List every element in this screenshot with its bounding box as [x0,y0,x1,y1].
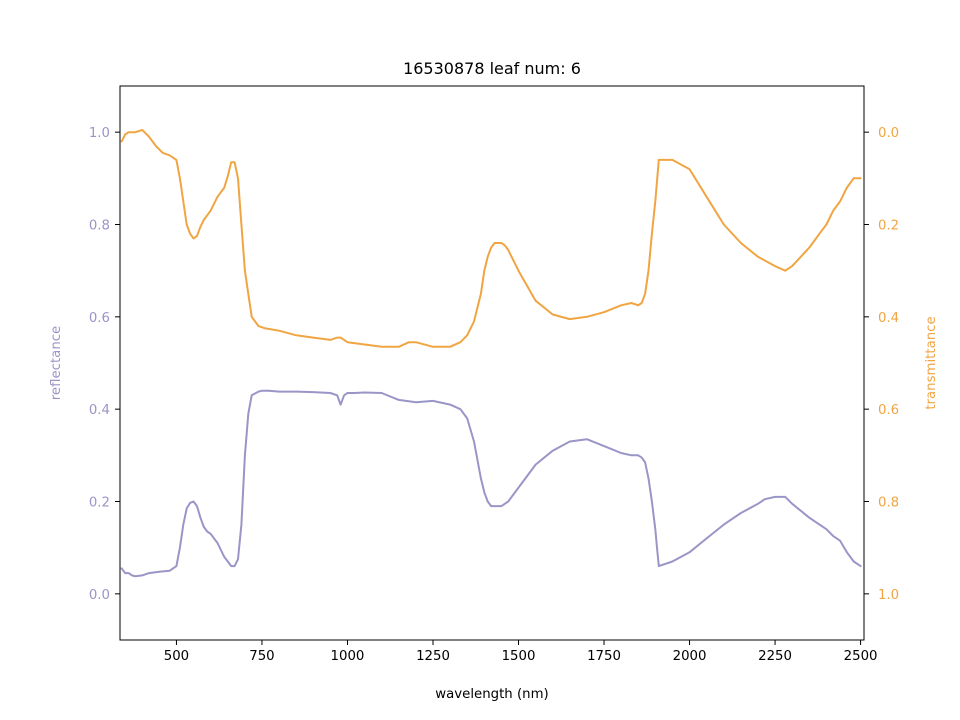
x-axis-label: wavelength (nm) [435,687,548,702]
y-right-tick-label: 0.4 [878,311,899,326]
x-tick-label: 2250 [758,649,792,664]
x-tick-label: 1250 [416,649,450,664]
x-tick-label: 2500 [844,649,878,664]
x-tick-label: 1000 [331,649,365,664]
y-left-tick-label: 0.2 [89,496,110,511]
y-left-tick-label: 0.4 [89,403,110,418]
series-layer [120,128,862,578]
chart-title: 16530878 leaf num: 6 [403,59,581,78]
y-right-tick-label: 0.8 [878,496,899,511]
x-tick-label: 500 [164,649,189,664]
x-tick-label: 1500 [502,649,536,664]
x-tick-label: 2000 [673,649,707,664]
axes-frame [119,85,865,641]
y-right-tick-label: 0.0 [878,126,899,141]
y-left-tick-label: 0.8 [89,219,110,234]
y-left-axis-ticks: 0.0 0.2 0.4 0.6 0.8 1.0 [89,126,120,603]
y-right-tick-label: 0.2 [878,219,899,234]
y-right-tick-label: 1.0 [878,588,899,603]
y-left-tick-label: 0.0 [89,588,110,603]
y-right-axis-label: transmittance [924,316,939,409]
y-right-tick-label: 0.6 [878,403,899,418]
x-axis-ticks: 500 750 1000 1250 1500 1750 2000 2250 2500 [164,640,878,664]
y-right-axis-ticks: 0.0 0.2 0.4 0.6 0.8 1.0 [864,126,899,603]
y-left-tick-label: 1.0 [89,126,110,141]
x-tick-label: 750 [249,649,274,664]
y-left-axis-label: reflectance [49,326,64,401]
reflectance-line [120,389,862,578]
y-left-tick-label: 0.6 [89,311,110,326]
transmittance-line [120,128,862,348]
x-tick-label: 1750 [587,649,621,664]
